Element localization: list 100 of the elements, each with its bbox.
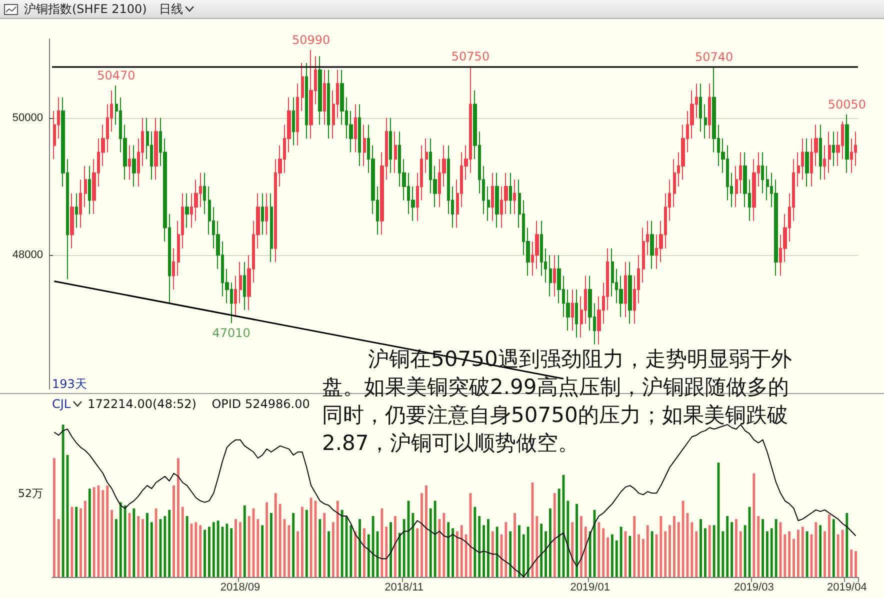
bar	[52, 458, 56, 577]
bar	[650, 531, 654, 577]
candlestick	[132, 144, 136, 188]
bar	[762, 519, 764, 577]
bar	[447, 522, 450, 577]
bar	[310, 498, 312, 577]
candlestick	[292, 96, 295, 146]
bar	[119, 502, 122, 577]
bar	[238, 522, 242, 577]
bar	[700, 519, 702, 577]
bar	[792, 538, 796, 577]
chart-subtitle: 172214.00(48:52) OPID 524986.00	[88, 396, 310, 413]
bar	[588, 531, 592, 577]
bar	[672, 516, 676, 577]
bar	[726, 516, 729, 577]
bar	[164, 516, 166, 577]
bar	[602, 528, 605, 577]
bar	[456, 531, 458, 577]
bar	[660, 516, 662, 577]
bar	[70, 506, 74, 577]
y-tick-label: 48000	[12, 249, 43, 262]
bar	[558, 488, 560, 577]
annotation: 50470	[97, 68, 136, 83]
bar	[478, 516, 481, 577]
bar	[328, 531, 330, 577]
bar	[57, 519, 60, 577]
bar	[744, 525, 746, 577]
candlestick	[575, 288, 578, 338]
bar	[142, 519, 144, 577]
bar	[256, 519, 260, 577]
candlestick	[301, 62, 304, 112]
bar	[584, 526, 587, 577]
annotation: 50990	[292, 32, 330, 47]
annotation: 50740	[694, 50, 734, 64]
bar	[420, 493, 424, 577]
bar	[766, 531, 768, 577]
bar	[606, 537, 610, 577]
bar	[752, 473, 756, 577]
bar	[380, 508, 384, 577]
bar	[150, 522, 153, 577]
bar	[486, 519, 490, 577]
candlestick	[491, 172, 494, 222]
x-tick-label: 2018/09	[220, 582, 260, 594]
candlestick	[172, 248, 175, 290]
bar	[819, 525, 822, 577]
bar	[571, 522, 574, 577]
bar	[518, 525, 520, 577]
candlestick	[70, 192, 74, 249]
bar	[824, 531, 826, 577]
bar	[836, 534, 840, 577]
candlestick	[571, 288, 574, 332]
bar	[398, 532, 401, 577]
bar	[270, 512, 272, 577]
bar	[730, 522, 734, 577]
bar	[580, 516, 582, 577]
bar	[664, 531, 667, 577]
candlestick	[270, 192, 273, 263]
bar	[434, 500, 436, 577]
bar	[770, 528, 773, 577]
bar	[690, 522, 694, 577]
bar	[261, 525, 264, 577]
bar	[642, 538, 644, 577]
bar	[704, 528, 706, 577]
bar	[509, 531, 512, 577]
candlestick	[394, 131, 397, 174]
candlestick	[358, 104, 361, 166]
bar	[92, 487, 96, 577]
bar	[712, 525, 716, 577]
bar	[504, 522, 508, 577]
x-tick-label: 2019/01	[570, 582, 610, 594]
bar	[424, 486, 428, 577]
candlestick	[261, 192, 264, 236]
bar	[154, 508, 158, 577]
candlestick	[628, 262, 632, 324]
bar	[80, 508, 82, 577]
candlestick	[354, 104, 357, 153]
bar	[230, 528, 233, 577]
bar	[482, 525, 486, 577]
bar	[358, 519, 362, 577]
bar	[278, 504, 282, 577]
bar	[102, 490, 104, 577]
bar	[540, 524, 543, 577]
bar	[62, 424, 64, 577]
bar	[757, 516, 760, 577]
chart-title: CJL	[52, 396, 71, 413]
bar	[615, 540, 618, 577]
bar	[522, 534, 525, 577]
bar	[274, 493, 277, 577]
bar	[854, 551, 858, 577]
candlestick	[845, 114, 849, 174]
candlestick	[509, 172, 512, 214]
candlestick	[128, 144, 131, 180]
bar	[598, 522, 600, 577]
candlestick	[624, 262, 627, 318]
bar	[216, 520, 220, 577]
bar	[620, 526, 622, 577]
bar	[638, 534, 640, 577]
bar	[372, 516, 374, 577]
bar	[850, 550, 853, 577]
candlestick	[708, 83, 711, 140]
